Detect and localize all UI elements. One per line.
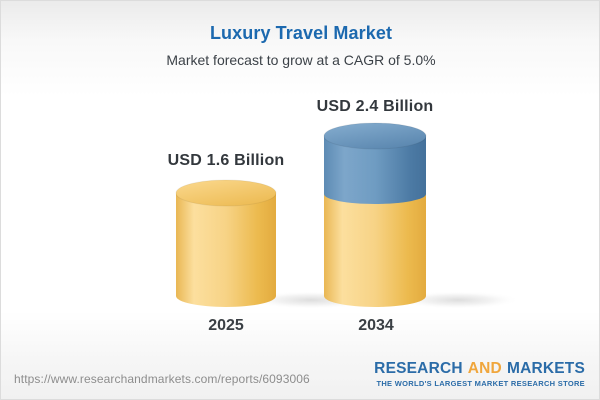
cylinder-chart — [175, 122, 520, 309]
logo-word-markets: MARKETS — [506, 360, 585, 377]
cylinder-2025 — [175, 179, 277, 307]
cylinder-2034-yellow-body — [324, 191, 426, 307]
research-and-markets-logo: RESEARCH AND MARKETS THE WORLD'S LARGEST… — [374, 360, 585, 388]
cylinder-2025-body — [176, 193, 276, 307]
cylinder-2034 — [323, 122, 427, 307]
logo-word-research: RESEARCH — [374, 360, 463, 377]
category-label-2025: 2025 — [208, 317, 244, 334]
cylinder-2025-top — [175, 179, 277, 207]
logo-tagline: THE WORLD'S LARGEST MARKET RESEARCH STOR… — [376, 379, 585, 389]
report-url: https://www.researchandmarkets.com/repor… — [14, 372, 310, 386]
value-label-2025: USD 1.6 Billion — [167, 152, 285, 169]
page-title: Luxury Travel Market — [209, 23, 393, 43]
value-label-2034: USD 2.4 Billion — [316, 98, 434, 115]
cylinder-2034-blue-body — [324, 136, 426, 204]
page-subtitle: Market forecast to grow at a CAGR of 5.0… — [166, 52, 436, 68]
category-label-2034: 2034 — [358, 317, 394, 334]
logo-word-and: AND — [467, 360, 502, 377]
logo-wordmark: RESEARCH AND MARKETS — [374, 360, 585, 377]
cylinder-2034-top — [323, 122, 427, 150]
cylinder-2034-shadow — [396, 291, 520, 309]
